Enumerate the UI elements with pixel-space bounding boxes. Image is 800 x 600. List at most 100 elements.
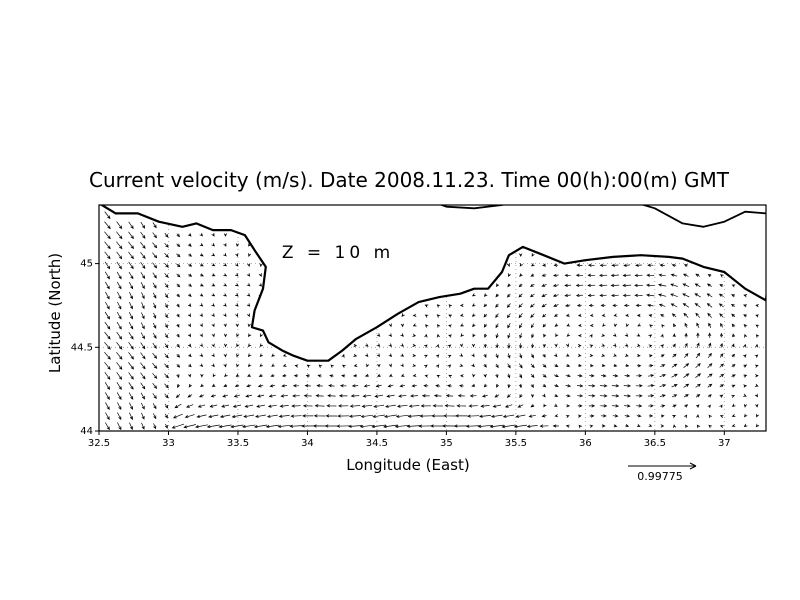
velocity-arrow xyxy=(141,302,145,310)
velocity-arrow xyxy=(682,283,690,288)
velocity-arrow xyxy=(696,332,700,338)
velocity-arrow xyxy=(624,374,631,378)
velocity-arrow xyxy=(223,252,227,257)
y-tick-label: 45 xyxy=(80,259,93,270)
velocity-arrow xyxy=(116,231,123,240)
velocity-arrow xyxy=(436,304,441,308)
velocity-arrow xyxy=(362,394,372,398)
velocity-arrow xyxy=(164,303,168,309)
velocity-arrow xyxy=(128,281,134,290)
velocity-arrow xyxy=(518,323,523,329)
velocity-arrow xyxy=(176,233,181,238)
velocity-arrow xyxy=(247,323,251,328)
velocity-arrow xyxy=(528,414,536,418)
velocity-arrow xyxy=(719,424,724,428)
velocity-arrow xyxy=(483,303,488,308)
velocity-arrow xyxy=(707,352,712,359)
velocity-arrow xyxy=(304,384,311,388)
velocity-arrow xyxy=(435,364,440,368)
velocity-arrow xyxy=(188,253,193,257)
velocity-arrow xyxy=(383,424,398,429)
velocity-arrow xyxy=(400,323,405,328)
reference-vector-label: 0.99775 xyxy=(637,470,683,483)
velocity-arrow xyxy=(518,313,523,319)
velocity-arrow xyxy=(720,274,724,278)
velocity-arrow xyxy=(541,293,547,297)
velocity-arrow xyxy=(601,313,606,317)
velocity-arrow xyxy=(671,373,678,378)
velocity-arrow xyxy=(601,424,606,428)
velocity-arrow xyxy=(695,363,701,369)
velocity-arrow xyxy=(552,424,559,428)
velocity-arrow xyxy=(541,414,547,418)
velocity-arrow xyxy=(519,394,523,398)
velocity-arrow xyxy=(483,323,487,328)
velocity-arrow xyxy=(424,304,429,308)
velocity-arrow xyxy=(495,353,499,359)
velocity-arrow xyxy=(566,363,571,367)
velocity-arrow xyxy=(265,424,279,429)
velocity-arrow xyxy=(211,283,216,287)
velocity-arrow xyxy=(235,323,239,328)
velocity-arrow xyxy=(695,312,701,318)
velocity-arrow xyxy=(164,343,169,349)
velocity-arrow xyxy=(601,374,607,378)
velocity-arrow xyxy=(555,333,559,338)
velocity-arrow xyxy=(292,384,299,388)
velocity-arrow xyxy=(719,363,724,368)
velocity-arrow xyxy=(623,384,632,388)
velocity-arrow xyxy=(199,353,204,357)
velocity-arrow xyxy=(504,404,513,408)
velocity-arrow xyxy=(236,363,240,368)
velocity-arrow xyxy=(731,403,736,408)
velocity-arrow xyxy=(291,404,301,408)
velocity-arrow xyxy=(199,333,203,338)
velocity-arrow xyxy=(598,283,608,288)
velocity-arrow xyxy=(507,323,511,329)
velocity-arrow xyxy=(508,273,512,278)
velocity-arrow xyxy=(152,222,157,229)
velocity-arrow xyxy=(483,353,487,358)
velocity-arrow xyxy=(707,404,711,409)
velocity-arrow xyxy=(459,313,464,317)
velocity-arrow xyxy=(565,353,570,357)
velocity-arrow xyxy=(294,364,299,368)
velocity-arrow xyxy=(436,314,441,318)
velocity-arrow xyxy=(636,404,643,408)
velocity-arrow xyxy=(471,363,475,368)
velocity-arrow xyxy=(599,273,608,278)
velocity-arrow xyxy=(589,374,595,378)
velocity-arrow xyxy=(104,231,111,240)
velocity-arrow xyxy=(164,283,169,289)
velocity-arrow xyxy=(530,373,535,379)
velocity-arrow xyxy=(507,333,511,339)
velocity-arrow xyxy=(542,364,547,368)
velocity-arrow xyxy=(140,362,146,370)
velocity-arrow xyxy=(483,313,487,318)
velocity-arrow xyxy=(636,423,641,427)
velocity-arrow xyxy=(683,264,688,268)
velocity-arrow xyxy=(472,333,476,338)
velocity-arrow xyxy=(152,413,157,420)
velocity-arrow xyxy=(684,404,689,408)
velocity-arrow xyxy=(743,294,748,298)
velocity-arrow xyxy=(577,394,584,398)
velocity-arrow xyxy=(443,414,456,418)
velocity-arrow xyxy=(282,374,287,378)
velocity-arrow xyxy=(612,303,618,308)
velocity-arrow xyxy=(247,263,251,267)
velocity-arrow xyxy=(234,384,240,388)
velocity-arrow xyxy=(292,394,300,398)
velocity-arrow xyxy=(223,233,228,237)
velocity-arrow xyxy=(647,374,655,378)
velocity-arrow xyxy=(104,311,111,320)
velocity-arrow xyxy=(587,263,595,267)
velocity-arrow xyxy=(374,394,383,398)
velocity-arrow xyxy=(223,313,227,317)
velocity-arrow xyxy=(565,384,572,388)
velocity-arrow xyxy=(589,414,595,418)
velocity-arrow xyxy=(495,323,499,329)
velocity-arrow xyxy=(187,313,192,318)
velocity-arrow xyxy=(259,343,264,348)
velocity-arrow xyxy=(553,374,559,378)
